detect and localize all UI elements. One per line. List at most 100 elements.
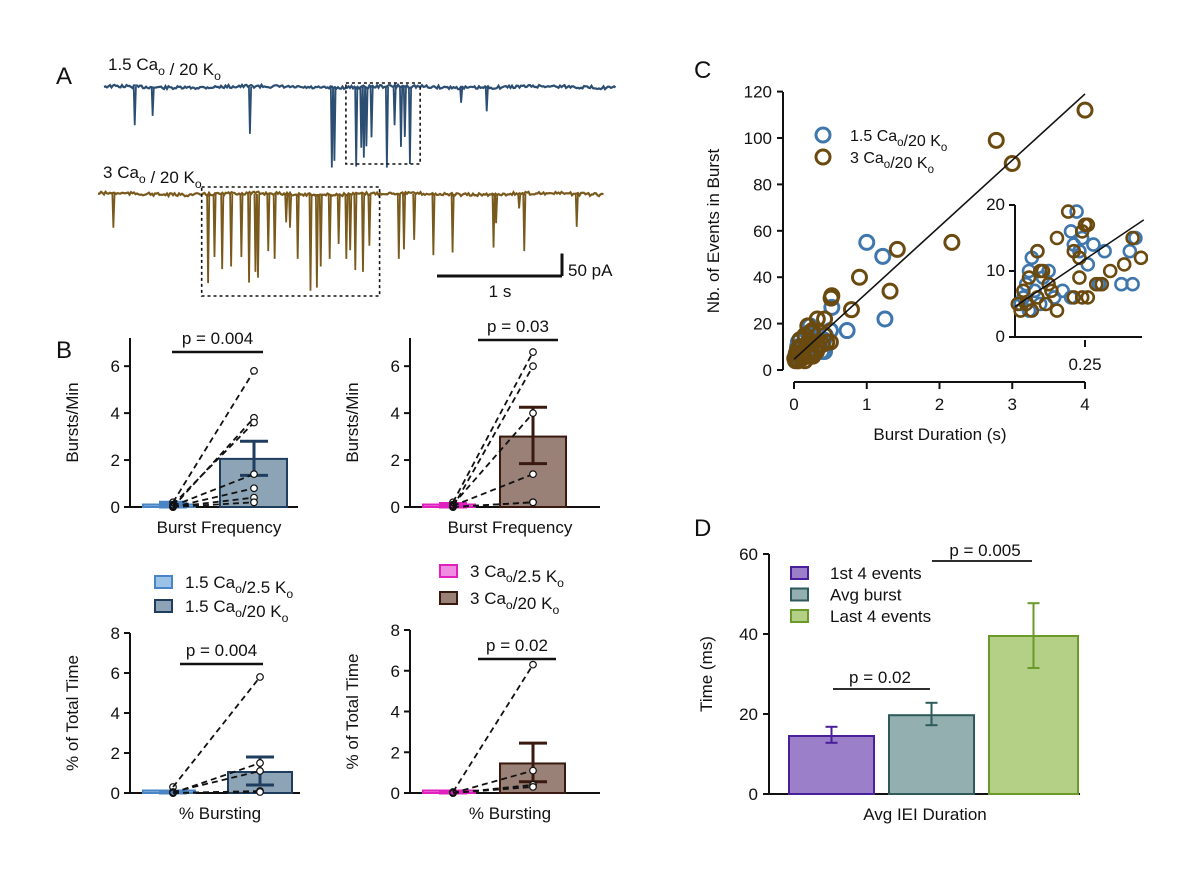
paired-line xyxy=(172,370,255,503)
paired-line xyxy=(172,676,261,788)
inset-y-tick-label: 0 xyxy=(996,327,1005,346)
y-tick-label: 8 xyxy=(391,621,400,640)
inset-scatter-point xyxy=(1116,257,1132,272)
trace-label: 1.5 Cao / 20 Ko xyxy=(108,55,221,83)
paired-line xyxy=(452,785,534,794)
paired-point-right xyxy=(529,348,537,356)
inset-scatter-point xyxy=(1024,303,1040,318)
scale-bar-time-label: 1 s xyxy=(489,282,512,301)
paired-line xyxy=(172,770,261,793)
paired-point-right xyxy=(529,470,537,479)
scatter-point xyxy=(838,322,856,340)
trace-event xyxy=(412,193,417,240)
scatter-point xyxy=(881,282,899,300)
y-tick-label: 2 xyxy=(111,451,120,470)
y-tick-label: 40 xyxy=(739,625,758,644)
scale-bar-current-label: 50 pA xyxy=(568,261,613,280)
trace-event xyxy=(396,193,401,259)
trace-event xyxy=(314,193,319,288)
trace-event xyxy=(247,193,252,283)
paired-point-right xyxy=(256,673,264,681)
x-tick-label: 3 xyxy=(1008,395,1017,414)
inset-scatter-point xyxy=(1044,283,1059,299)
inset-scatter-point xyxy=(1094,276,1110,292)
paired-line xyxy=(452,365,534,508)
y-tick-label: 8 xyxy=(111,624,120,643)
y-tick-label: 2 xyxy=(391,743,400,762)
inset-scatter-point xyxy=(1049,303,1065,318)
trace-event xyxy=(256,193,261,278)
trace-event xyxy=(361,86,366,158)
trace-event xyxy=(574,193,579,227)
trace-event xyxy=(336,193,341,244)
p-value-label: p = 0.02 xyxy=(849,668,911,687)
trace-event xyxy=(288,193,293,228)
trace-event xyxy=(248,86,253,134)
legend-entry: 1.5 Cao/20 Ko xyxy=(850,128,947,154)
scatter-point xyxy=(842,301,860,319)
paired-line xyxy=(172,487,255,508)
inset-scatter-point xyxy=(1016,283,1031,299)
paired-point-left xyxy=(449,789,457,797)
x-axis-label: Burst Frequency xyxy=(448,518,573,537)
trace-event xyxy=(327,193,332,259)
trace-event xyxy=(308,193,313,291)
trace-event xyxy=(359,86,364,148)
trace-label: 3 Cao / 20 Ko xyxy=(103,163,202,191)
paired-point-left xyxy=(449,503,457,511)
trace-event xyxy=(369,86,374,138)
y-tick-label: 20 xyxy=(753,315,772,334)
y-tick-label: 4 xyxy=(111,704,120,723)
inset-y-tick-label: 10 xyxy=(986,261,1005,280)
paired-line xyxy=(452,501,534,508)
paired-line xyxy=(172,473,255,507)
x-tick-label: 1 xyxy=(862,395,871,414)
paired-point-right xyxy=(529,766,537,775)
p-value-label: p = 0.03 xyxy=(487,317,549,336)
y-tick-label: 0 xyxy=(763,361,772,380)
legend-entry: 1.5 Cao/20 Ko xyxy=(185,597,289,625)
legend-entry: 1.5 Cao/2.5 Ko xyxy=(185,573,293,601)
inset-scatter-point xyxy=(1074,224,1090,239)
legend-swatch xyxy=(790,566,809,580)
scatter-point xyxy=(796,352,814,370)
inset-scatter-point xyxy=(1030,243,1045,259)
trace-event xyxy=(150,86,155,116)
trace-event xyxy=(384,86,389,168)
trace-event xyxy=(329,86,334,168)
y-axis-label: Bursts/Min xyxy=(63,382,82,462)
trace-event xyxy=(522,193,527,252)
scatter-point xyxy=(874,247,892,265)
inset-scatter-point xyxy=(1072,270,1087,285)
y-tick-label: 2 xyxy=(111,744,120,763)
inset-scatter-point xyxy=(1125,230,1140,246)
inset-scatter-point xyxy=(1049,230,1065,246)
paired-point-right xyxy=(250,470,258,479)
legend-entry: Avg burst xyxy=(830,586,902,605)
y-axis-label: Time (ms) xyxy=(697,636,716,712)
inset-scatter-point xyxy=(1074,290,1090,305)
inset-scatter-point xyxy=(1114,276,1129,292)
paired-line xyxy=(452,769,534,794)
y-tick-label: 0 xyxy=(111,498,120,517)
trace-event xyxy=(272,193,277,259)
paired-point-right xyxy=(256,788,264,796)
trace-event xyxy=(484,86,489,112)
paired-line xyxy=(452,664,534,793)
trace-event xyxy=(402,193,407,250)
scatter-point xyxy=(943,233,961,251)
x-tick-label: 0 xyxy=(789,395,798,414)
trace-event xyxy=(284,193,289,223)
inset-scatter-point xyxy=(1122,243,1138,259)
paired-line xyxy=(172,791,261,794)
trace-event xyxy=(229,193,234,267)
inset-y-tick-label: 20 xyxy=(986,195,1005,214)
trace-event xyxy=(494,193,499,224)
x-axis-label: Burst Frequency xyxy=(157,518,282,537)
trace-event xyxy=(295,193,300,259)
inset-scatter-point xyxy=(1088,276,1104,292)
inset-scatter-point xyxy=(1072,243,1087,259)
legend-entry: Last 4 events xyxy=(830,607,931,626)
paired-point-right xyxy=(529,660,537,669)
